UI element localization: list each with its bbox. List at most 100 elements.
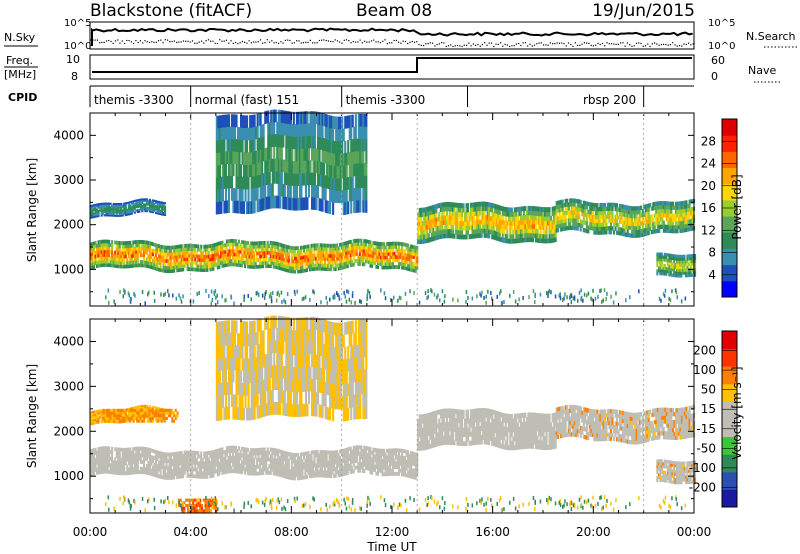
power-cell bbox=[117, 206, 120, 209]
power-cell bbox=[287, 268, 290, 273]
power-cell bbox=[442, 229, 445, 234]
power-cell bbox=[684, 263, 687, 267]
power-cell bbox=[253, 163, 256, 177]
nsearch-point bbox=[613, 43, 615, 45]
power-cell bbox=[142, 205, 145, 208]
power-cell bbox=[310, 250, 313, 255]
power-cell bbox=[267, 147, 270, 160]
power-cell bbox=[433, 217, 436, 223]
power-cell bbox=[251, 265, 254, 269]
velocity-cell bbox=[99, 450, 102, 454]
power-cell bbox=[233, 252, 236, 257]
power-cell bbox=[683, 200, 686, 205]
power-cell bbox=[482, 219, 485, 225]
power-cell bbox=[129, 257, 132, 262]
power-cell bbox=[126, 257, 129, 262]
power-cell bbox=[471, 229, 474, 235]
power-speckle bbox=[354, 300, 356, 305]
power-cell bbox=[684, 271, 687, 275]
power-cell bbox=[338, 190, 341, 204]
power-colorbar-tick-label: 24 bbox=[701, 157, 716, 171]
power-cell bbox=[254, 248, 257, 252]
power-cell bbox=[227, 252, 230, 257]
power-cell bbox=[176, 268, 179, 273]
power-cell bbox=[306, 160, 309, 173]
power-cell bbox=[489, 229, 492, 235]
nsearch-point bbox=[191, 40, 194, 42]
power-cell bbox=[230, 262, 233, 267]
nsearch-point bbox=[284, 39, 286, 41]
power-cell bbox=[401, 258, 404, 263]
power-cell bbox=[360, 138, 363, 152]
power-cell bbox=[96, 211, 99, 214]
power-cell bbox=[133, 263, 136, 268]
power-cell bbox=[153, 208, 156, 211]
power-cell bbox=[625, 224, 628, 229]
power-cell bbox=[99, 250, 102, 254]
power-cell bbox=[306, 135, 309, 149]
power-cell bbox=[521, 224, 524, 230]
power-cell bbox=[302, 245, 305, 250]
power-cell bbox=[681, 271, 684, 275]
power-cell bbox=[476, 219, 479, 225]
power-cell bbox=[672, 259, 675, 264]
nsearch-point bbox=[142, 42, 144, 44]
power-cell bbox=[465, 234, 468, 240]
power-cell bbox=[480, 219, 483, 225]
power-cell bbox=[348, 115, 351, 128]
power-cell bbox=[279, 146, 282, 160]
power-cell bbox=[334, 267, 337, 271]
velocity-cell bbox=[123, 471, 126, 476]
power-cell bbox=[330, 247, 333, 252]
power-cell bbox=[195, 267, 198, 272]
power-cell bbox=[243, 152, 246, 165]
nsearch-point bbox=[114, 40, 117, 42]
power-cell bbox=[180, 251, 183, 255]
power-cell bbox=[147, 200, 150, 203]
power-cell bbox=[623, 208, 626, 213]
power-cell bbox=[235, 176, 238, 189]
power-cell bbox=[402, 242, 405, 247]
power-cell bbox=[423, 207, 426, 213]
power-cell bbox=[686, 260, 689, 264]
power-cell bbox=[349, 239, 352, 244]
power-cell bbox=[338, 178, 341, 191]
power-cell bbox=[591, 226, 594, 231]
power-speckle bbox=[405, 301, 408, 306]
power-cell bbox=[276, 134, 279, 147]
power-cell bbox=[464, 225, 467, 231]
power-cell bbox=[389, 251, 392, 256]
power-cell bbox=[524, 228, 527, 234]
power-cell bbox=[105, 204, 108, 207]
velocity-cell bbox=[133, 467, 136, 471]
power-cell bbox=[459, 207, 462, 213]
power-cell bbox=[325, 247, 328, 251]
velocity-cell bbox=[142, 463, 145, 468]
power-cell bbox=[258, 113, 261, 126]
power-cell bbox=[133, 203, 136, 206]
power-speckle bbox=[427, 289, 429, 294]
velocity-cell bbox=[100, 446, 103, 451]
power-cell bbox=[334, 247, 337, 251]
power-cell bbox=[625, 220, 628, 226]
power-cell bbox=[500, 237, 503, 243]
power-cell bbox=[167, 269, 170, 274]
power-cell bbox=[323, 162, 326, 176]
power-cell bbox=[318, 124, 321, 138]
power-cell bbox=[270, 195, 273, 209]
power-cell bbox=[270, 159, 273, 172]
power-cell bbox=[352, 239, 355, 243]
power-cell bbox=[379, 242, 382, 246]
power-cell bbox=[250, 241, 253, 246]
nsearch-point bbox=[221, 40, 223, 42]
power-cell bbox=[620, 219, 623, 224]
power-cell bbox=[451, 215, 454, 221]
power-cell bbox=[378, 248, 381, 253]
power-cell bbox=[218, 201, 221, 215]
power-cell bbox=[489, 224, 492, 230]
power-cell bbox=[634, 233, 637, 238]
power-cell bbox=[358, 248, 361, 253]
velocity-cell bbox=[123, 447, 126, 452]
power-cell bbox=[109, 212, 112, 215]
power-cell bbox=[221, 188, 224, 202]
